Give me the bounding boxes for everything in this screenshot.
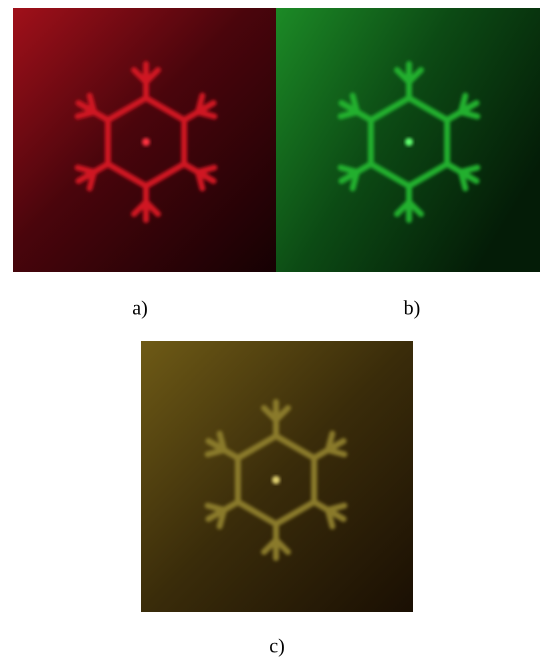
panel-label: c) (269, 636, 285, 658)
panel-label: a) (132, 298, 148, 320)
panel-c (141, 341, 413, 612)
panel-b (276, 8, 540, 272)
panel-a (13, 8, 276, 272)
panel-label: b) (404, 298, 421, 320)
